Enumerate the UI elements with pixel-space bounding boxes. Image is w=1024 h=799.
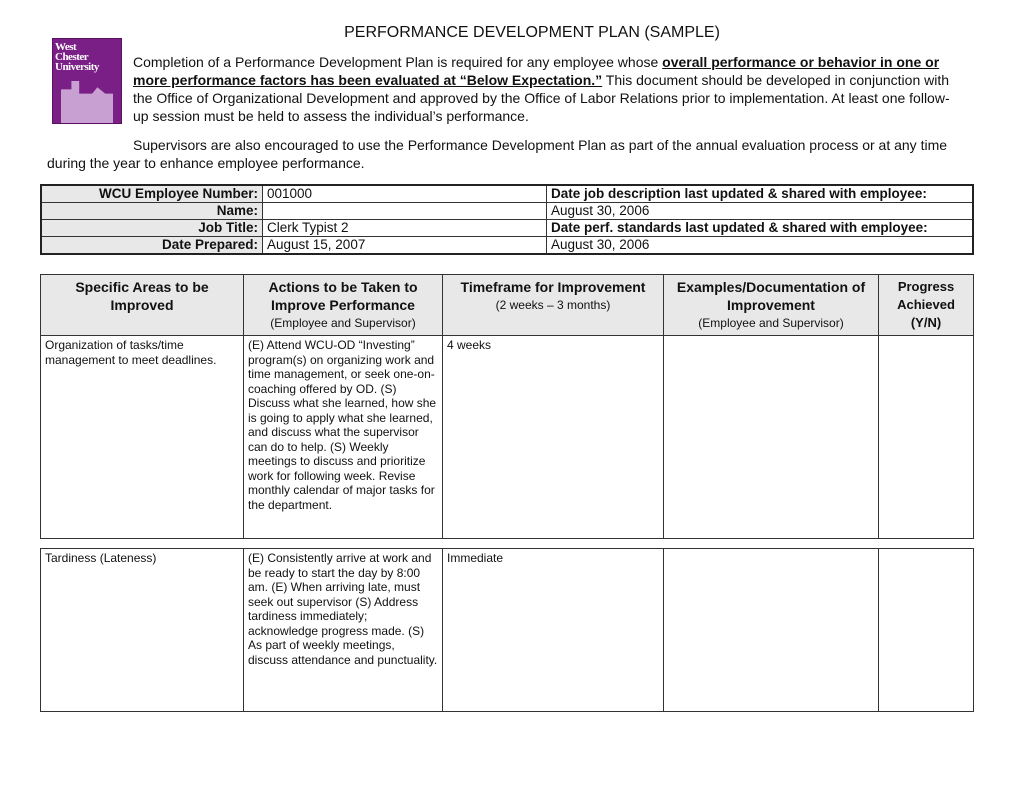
info-label: Name: xyxy=(40,202,263,220)
cell-area: Tardiness (Lateness) xyxy=(40,548,244,712)
info-value: Clerk Typist 2 xyxy=(262,219,547,237)
info-label: Date Prepared: xyxy=(40,236,263,255)
intro-emphasis: overall performance or behavior in one o… xyxy=(133,54,940,88)
employee-info-table: WCU Employee Number: 001000 Date job descr… xyxy=(40,184,974,255)
info-label: Job Title: xyxy=(40,219,263,237)
cell-actions: (E) Attend WCU-OD “Investing” program(s)… xyxy=(243,335,443,539)
intro-text: Completion of a Performance Development … xyxy=(133,54,663,70)
page-title: PERFORMANCE DEVELOPMENT PLAN (SAMPLE) xyxy=(344,24,720,41)
info-row: WCU Employee Number: 001000 Date job descr… xyxy=(40,184,974,203)
info-row: Name: August 30, 2006 xyxy=(40,202,974,220)
header-areas: Specific Areas to be Improved xyxy=(40,274,244,336)
info-row: Date Prepared: August 15, 2007 August 30, … xyxy=(40,236,974,255)
supervisor-paragraph: Supervisors are also encouraged to use t… xyxy=(47,137,948,171)
cell-examples xyxy=(663,335,879,539)
info-value: August 15, 2007 xyxy=(262,236,547,255)
cell-area: Organization of tasks/time management to… xyxy=(40,335,244,539)
info-right: Date perf. standards last updated & shar… xyxy=(546,219,974,237)
info-value xyxy=(262,202,547,220)
info-value: 001000 xyxy=(262,184,547,203)
intro-paragraph: Completion of a Performance Development … xyxy=(133,53,963,125)
info-right: August 30, 2006 xyxy=(546,202,974,220)
cell-progress xyxy=(878,548,974,712)
intro-text-cont: This document should be developed in con… xyxy=(133,72,950,124)
info-right: August 30, 2006 xyxy=(546,236,974,255)
info-label: WCU Employee Number: xyxy=(40,184,263,203)
cell-actions: (E) Consistently arrive at work and be r… xyxy=(243,548,443,712)
info-row: Job Title: Clerk Typist 2 Date perf. stand… xyxy=(40,219,974,237)
table-row: Organization of tasks/time management to… xyxy=(40,335,974,539)
cell-timeframe: 4 weeks xyxy=(442,335,664,539)
university-logo: West Chester University xyxy=(52,38,122,124)
info-right: Date job description last updated & shar… xyxy=(546,184,974,203)
header-actions: Actions to be Taken to Improve Performan… xyxy=(243,274,443,336)
cell-timeframe: Immediate xyxy=(442,548,664,712)
header-timeframe: Timeframe for Improvement (2 weeks – 3 mo… xyxy=(442,274,664,336)
cell-progress xyxy=(878,335,974,539)
cell-examples xyxy=(663,548,879,712)
header-examples: Examples/Documentation of Improvement (Em… xyxy=(663,274,879,336)
plan-table: Specific Areas to be Improved Actions to… xyxy=(40,274,974,539)
header-progress: Progress Achieved (Y/N) xyxy=(878,274,974,336)
table-row: Tardiness (Lateness) (E) Consistently ar… xyxy=(40,548,974,712)
plan-table-continued: Tardiness (Lateness) (E) Consistently ar… xyxy=(40,548,974,712)
